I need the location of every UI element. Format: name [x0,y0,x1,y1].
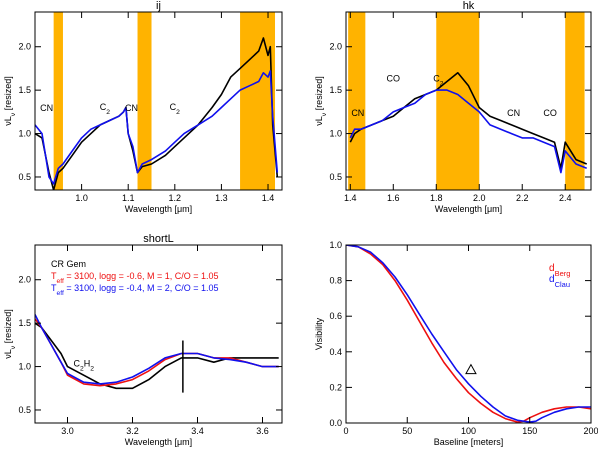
chart-title: shortL [143,233,174,245]
x-tick-label: 2.0 [473,193,486,203]
annotation-label: C2 [433,73,444,87]
annotation-label: CO [543,108,557,118]
y-axis-label: νLν [resized] [3,76,17,125]
panel-3: 0 50 100 150 200 0.0 0.2 0.4 0.6 0.8 1.0 Baseline [… [314,240,598,447]
series-group [35,37,279,190]
plot-frame [34,11,283,191]
y-tick-label: 0.5 [18,405,31,415]
x-tick-label: 3.2 [126,426,139,436]
y-tick-label: 1.0 [329,129,342,139]
x-axis-label: Wavelength [μm] [125,204,192,214]
series-group [35,314,279,390]
series-line [346,245,591,423]
y-tick-label: 1.5 [18,318,31,328]
legend-entry: Teff = 3100, logg = -0.4, M = 2, C/O = 1… [51,283,219,297]
y-tick-label: 2.0 [329,42,342,52]
x-tick-label: 1.4 [262,193,275,203]
y-tick-label: 0.8 [329,276,342,286]
y-tick-label: 2.0 [18,42,31,52]
legend-title: CR Gem [51,259,86,269]
y-tick-label: 0.5 [329,172,342,182]
annotation-label: C2H2 [73,359,94,373]
x-tick-label: 1.0 [75,193,88,203]
chart-title: hk [463,0,475,12]
x-tick-label: 2.4 [559,193,572,203]
x-tick-label: 2.2 [516,193,529,203]
shaded-band [436,12,480,190]
y-tick-label: 0.6 [329,311,342,321]
annotation-label: CN [507,108,520,118]
y-axis-label: νLν [resized] [3,309,17,358]
y-axis-label: Visibility [314,317,324,350]
y-tick-label: 0.4 [329,347,342,357]
x-axis-label: Wavelength [μm] [125,437,192,447]
shaded-band [348,12,366,190]
y-tick-label: 1.0 [329,240,342,250]
y-tick-label: 1.0 [18,129,31,139]
legend-entry: Teff = 3100, logg = -0.6, M = 1, C/O = 1… [51,271,219,285]
annotation-label: C2 [100,102,111,116]
x-tick-label: 1.6 [387,193,400,203]
y-tick-label: 1.5 [18,85,31,95]
shaded-band [137,12,152,190]
data-point-triangle [465,363,477,375]
x-axis-label: Baseline [meters] [434,437,504,447]
x-tick-label: 50 [402,426,412,436]
annotation-label: CO [387,73,401,83]
x-tick-label: 100 [461,426,476,436]
legend-entry: dBerg [549,263,570,278]
y-tick-label: 0.2 [329,382,342,392]
x-tick-label: 3.6 [256,426,269,436]
panel-2: 3.0 3.2 3.4 3.6 0.5 1.0 1.5 2.0 shortL Wavelength… [3,233,283,447]
panel-1: 1.4 1.6 1.8 2.0 2.2 2.4 0.5 1.0 1.5 2.0 hk Waveleng… [314,0,592,214]
panel-0: 1.0 1.1 1.2 1.3 1.4 0.5 1.0 1.5 2.0 ij Wavelength … [3,0,283,214]
series-line [35,314,279,385]
series-line [35,322,279,390]
series-group [349,72,588,174]
shaded-band [240,12,276,190]
plot-frame [345,11,592,191]
x-tick-label: 0 [343,426,348,436]
y-tick-label: 0.0 [329,418,342,428]
x-tick-label: 3.4 [191,426,204,436]
shaded-band [565,12,585,190]
x-axis-label: Wavelength [μm] [435,204,502,214]
annotation-label: CN [40,103,53,113]
plot-frame [34,244,283,424]
y-tick-label: 1.0 [18,362,31,372]
x-tick-label: 200 [583,426,598,436]
legend-entry: dClau [549,274,570,289]
chart-title: ij [156,0,161,12]
annotation-label: CN [351,108,364,118]
x-tick-label: 1.4 [344,193,357,203]
y-axis-label: νLν [resized] [314,76,328,125]
x-tick-label: 3.0 [61,426,74,436]
x-tick-label: 1.3 [215,193,228,203]
series-line [35,70,279,185]
series-line [349,89,587,174]
y-tick-label: 0.5 [18,172,31,182]
x-tick-label: 1.2 [169,193,182,203]
shaded-band [53,12,63,190]
x-tick-label: 1.8 [430,193,443,203]
y-tick-label: 2.0 [18,275,31,285]
series-line [346,245,591,423]
y-tick-label: 1.5 [329,85,342,95]
x-tick-label: 1.1 [122,193,135,203]
annotation-label: CN [125,103,138,113]
x-tick-label: 150 [522,426,537,436]
series-group [346,245,591,423]
annotation-label: C2 [170,102,181,116]
